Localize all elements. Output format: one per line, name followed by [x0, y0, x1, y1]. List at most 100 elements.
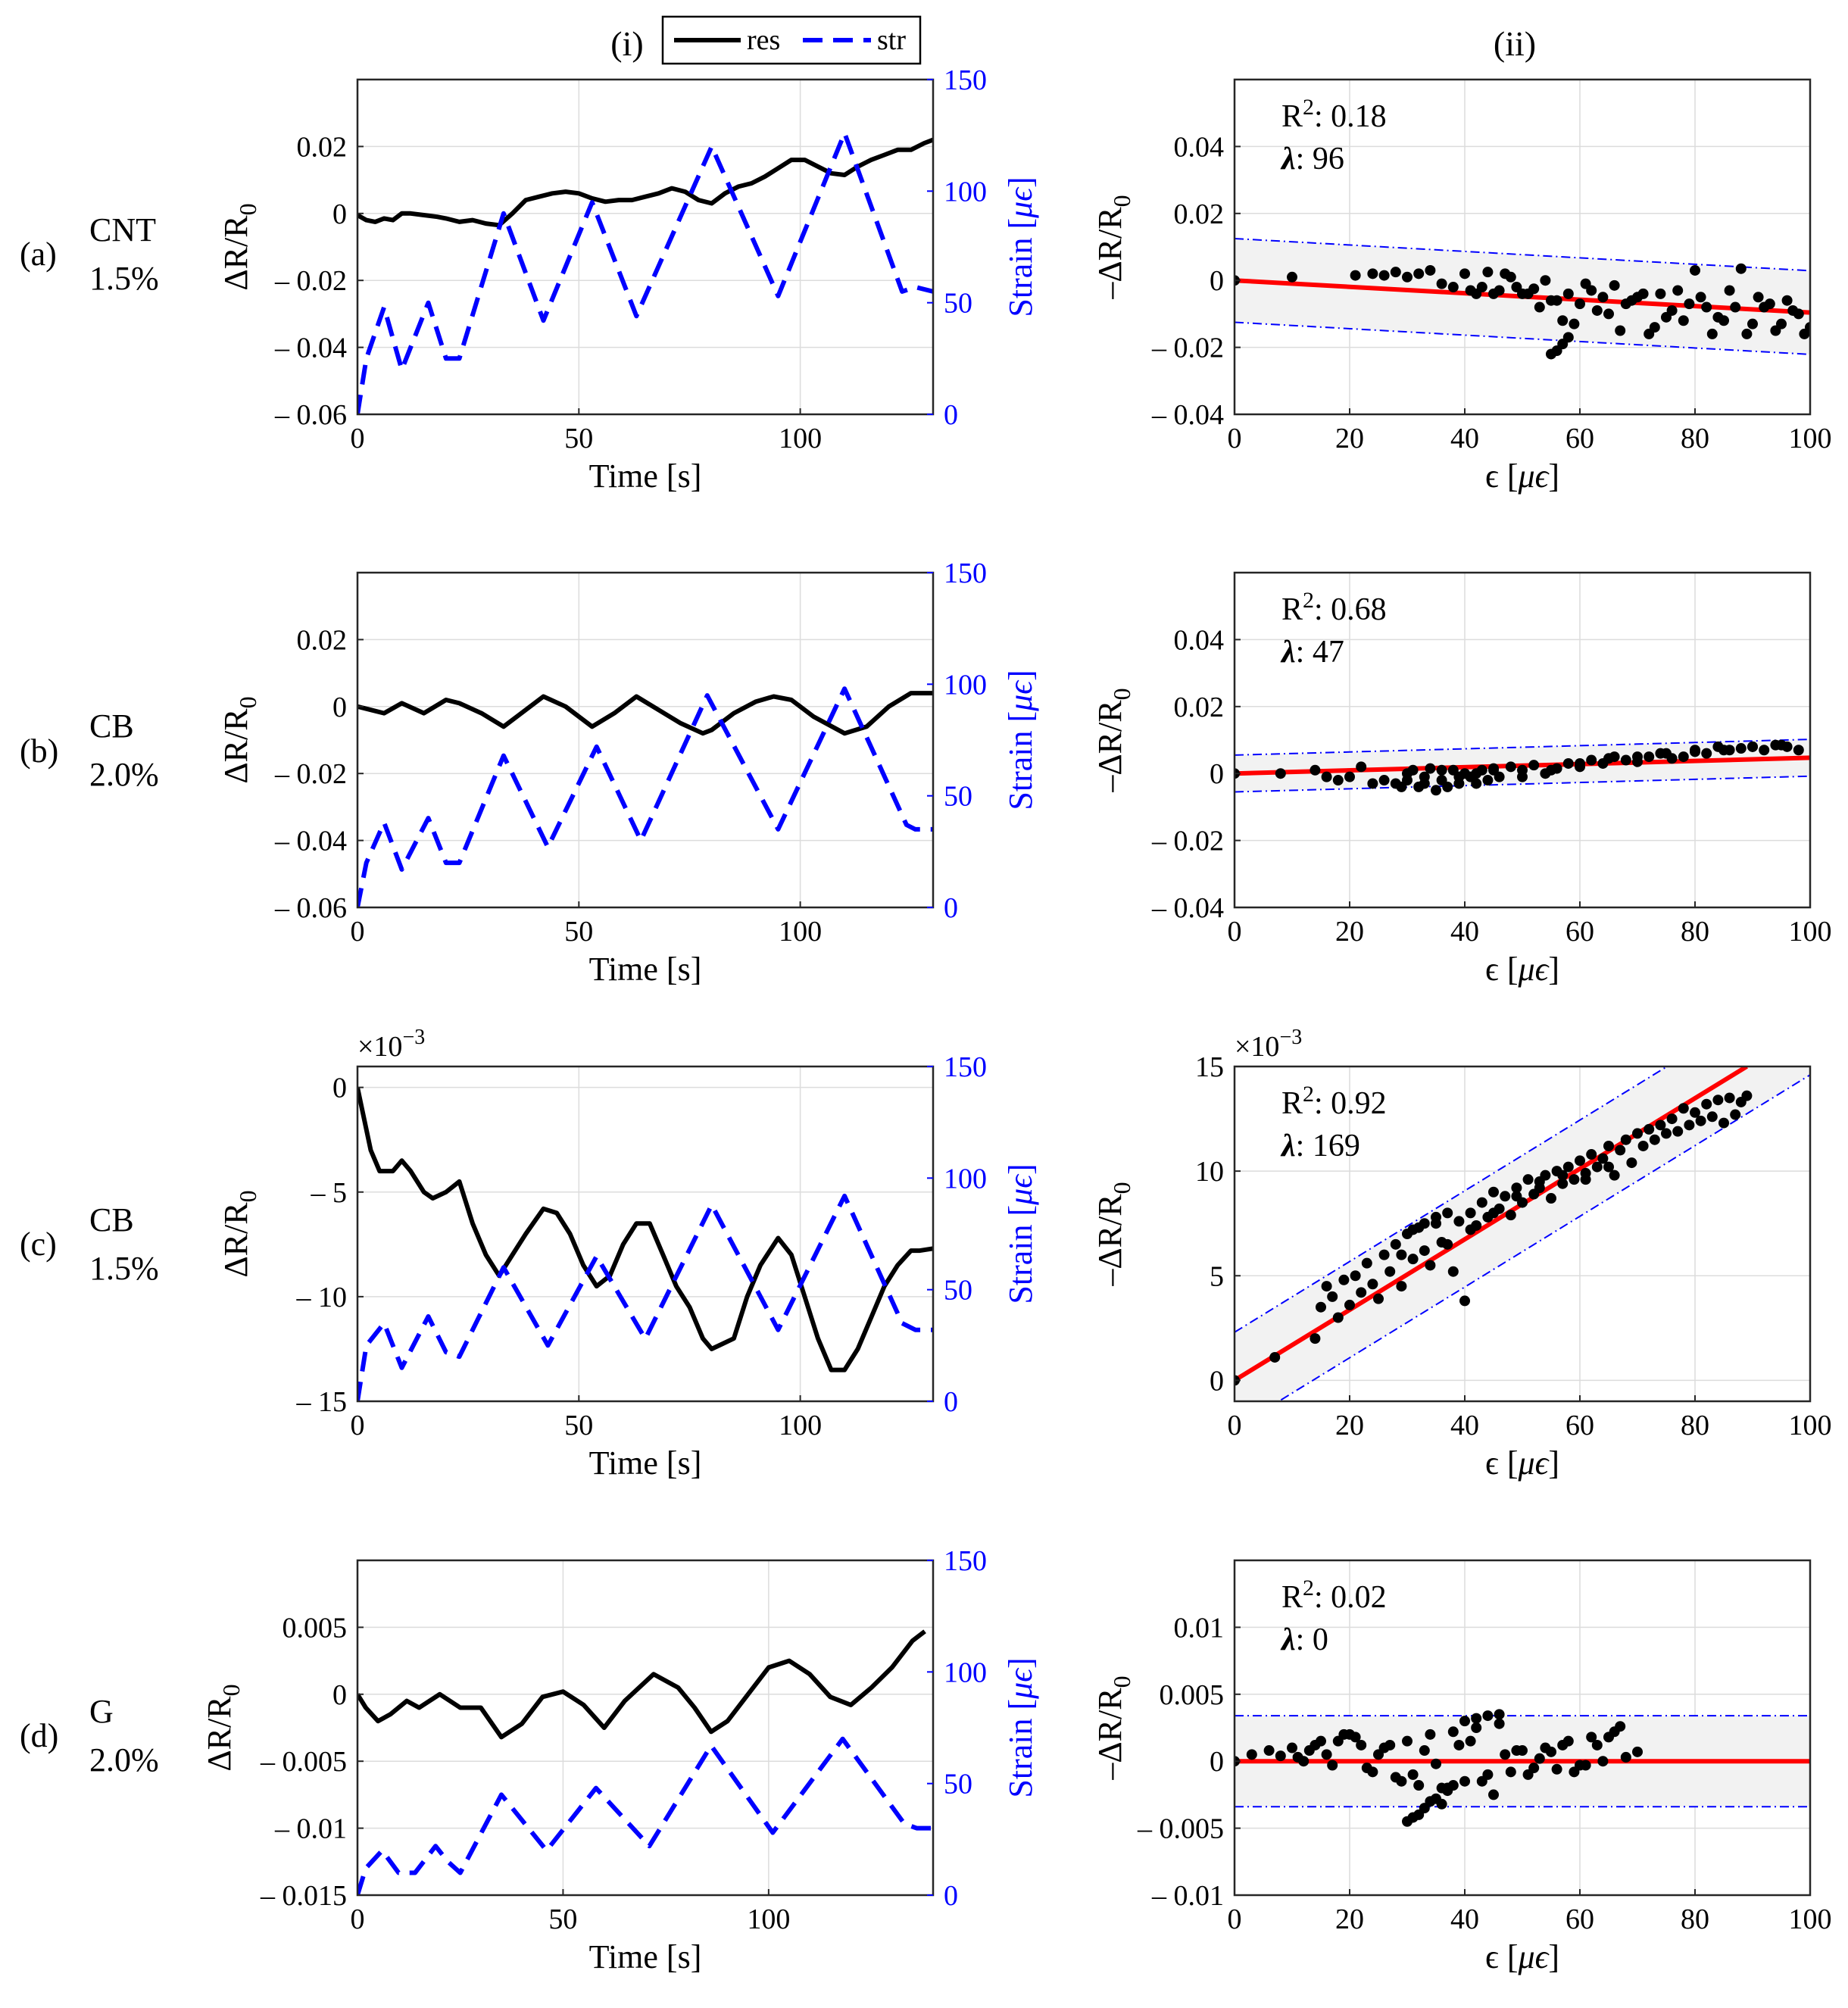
- data-point: [1407, 1224, 1419, 1235]
- x-tick-label: 40: [1450, 1903, 1479, 1935]
- data-point: [1453, 1216, 1465, 1227]
- row-letter-b: (b): [20, 732, 58, 770]
- data-point: [1712, 1095, 1724, 1106]
- axes-frame: [356, 1065, 935, 1403]
- x-tick-label: 100: [747, 1903, 790, 1935]
- data-point: [1591, 1739, 1603, 1750]
- data-point: [1569, 318, 1580, 329]
- data-point: [1661, 1128, 1672, 1139]
- y2-tick-label: 100: [944, 1163, 987, 1194]
- data-point: [1356, 761, 1367, 773]
- series-res: [357, 1629, 926, 1740]
- data-point: [1620, 1751, 1631, 1763]
- data-point: [1678, 751, 1689, 763]
- x-tick-label: 60: [1565, 423, 1594, 454]
- data-point: [1551, 1763, 1562, 1775]
- data-point: [1465, 1207, 1476, 1219]
- data-point: [1759, 745, 1770, 756]
- series-res: [357, 691, 933, 736]
- chart-a-i: 0 50 100 – 0.06 – 0.04 – 0.02 0 0.02 0 50 100 150 Ti…: [217, 64, 1039, 495]
- data-point: [1718, 1117, 1729, 1129]
- axes-frame: [1233, 571, 1812, 909]
- data-point: [1620, 754, 1631, 766]
- data-point: [1425, 763, 1436, 774]
- data-point: [1730, 1109, 1741, 1120]
- series-str: [357, 1736, 933, 1895]
- data-point: [1436, 278, 1447, 289]
- data-point: [1459, 268, 1470, 279]
- data-point: [1706, 1111, 1718, 1123]
- data-point: [1356, 1287, 1367, 1298]
- data-point: [1597, 292, 1609, 303]
- y-multiplier: ×10−3: [357, 1026, 425, 1063]
- x-tick-label: 100: [779, 423, 822, 454]
- data-point: [1327, 1291, 1338, 1302]
- data-point: [1500, 1749, 1511, 1760]
- data-point: [1724, 1092, 1735, 1104]
- data-point: [1511, 1182, 1522, 1194]
- x-tick-label: 50: [548, 1903, 577, 1935]
- band-lower-line: [1235, 775, 1810, 793]
- y-tick-label: 10: [1195, 1156, 1224, 1188]
- series-str: [357, 686, 933, 907]
- series-res: [357, 137, 933, 228]
- y-tick-label: – 0.02: [1151, 826, 1224, 857]
- data-point: [1735, 263, 1747, 274]
- data-point: [1447, 282, 1459, 293]
- y2-tick-label: 100: [944, 669, 987, 701]
- data-point: [1575, 757, 1585, 769]
- y2-tick-label: 0: [944, 1880, 958, 1912]
- y-tick-label: 0.02: [1174, 692, 1225, 723]
- data-point: [1620, 1134, 1631, 1145]
- y-tick-label: 0.04: [1174, 131, 1225, 163]
- data-point: [1678, 315, 1689, 326]
- y2-axis-label: Strain [μϵ]: [1002, 176, 1039, 317]
- data-point: [1344, 771, 1355, 782]
- axes-frame: [1233, 1065, 1812, 1403]
- x-tick-label: 0: [1228, 423, 1242, 454]
- r-squared-annotation: R2: 0.18: [1281, 95, 1387, 134]
- y-tick-label: – 5: [311, 1177, 348, 1209]
- y2-tick-label: 50: [944, 781, 972, 813]
- x-tick-label: 80: [1681, 1410, 1709, 1441]
- data-point: [1603, 308, 1614, 320]
- y-axis-label: ΔR/R0: [217, 203, 261, 290]
- data-point: [1292, 1751, 1303, 1763]
- data-point: [1344, 1299, 1355, 1310]
- data-point: [1431, 1211, 1441, 1223]
- data-point: [1511, 1745, 1522, 1757]
- row-percent-a: 1.5%: [89, 260, 159, 297]
- data-point: [1287, 1742, 1297, 1753]
- data-point: [1465, 1224, 1476, 1235]
- data-point: [1546, 1746, 1556, 1757]
- data-point: [1701, 748, 1712, 759]
- x-axis-label: ϵ [μϵ]: [1485, 951, 1559, 988]
- data-point: [1793, 745, 1804, 756]
- y-tick-label: – 0.04: [274, 826, 347, 857]
- data-point: [1637, 288, 1649, 299]
- data-point: [1546, 764, 1556, 776]
- data-point: [1332, 1312, 1344, 1323]
- data-point: [1776, 318, 1787, 329]
- plot-marks: [1235, 1066, 1810, 1401]
- data-point: [1661, 748, 1672, 759]
- y-tick-label: 0: [1210, 1365, 1224, 1397]
- data-point: [1735, 743, 1747, 754]
- data-point: [1528, 760, 1540, 771]
- series-str: [357, 130, 933, 414]
- y-tick-label: – 0.005: [1137, 1813, 1224, 1845]
- series-res: [357, 1086, 933, 1372]
- data-point: [1447, 1726, 1459, 1738]
- data-point: [1678, 1103, 1689, 1114]
- data-point: [1562, 332, 1574, 343]
- data-point: [1407, 1254, 1419, 1265]
- data-point: [1384, 1739, 1396, 1750]
- data-point: [1747, 741, 1758, 752]
- data-point: [1367, 268, 1378, 279]
- y2-tick-label: 150: [944, 1545, 987, 1577]
- data-point: [1534, 301, 1545, 313]
- data-point: [1500, 268, 1511, 279]
- lambda-annotation: λ: 169: [1280, 1129, 1360, 1163]
- row-percent-c: 1.5%: [89, 1250, 159, 1287]
- data-point: [1505, 1766, 1516, 1778]
